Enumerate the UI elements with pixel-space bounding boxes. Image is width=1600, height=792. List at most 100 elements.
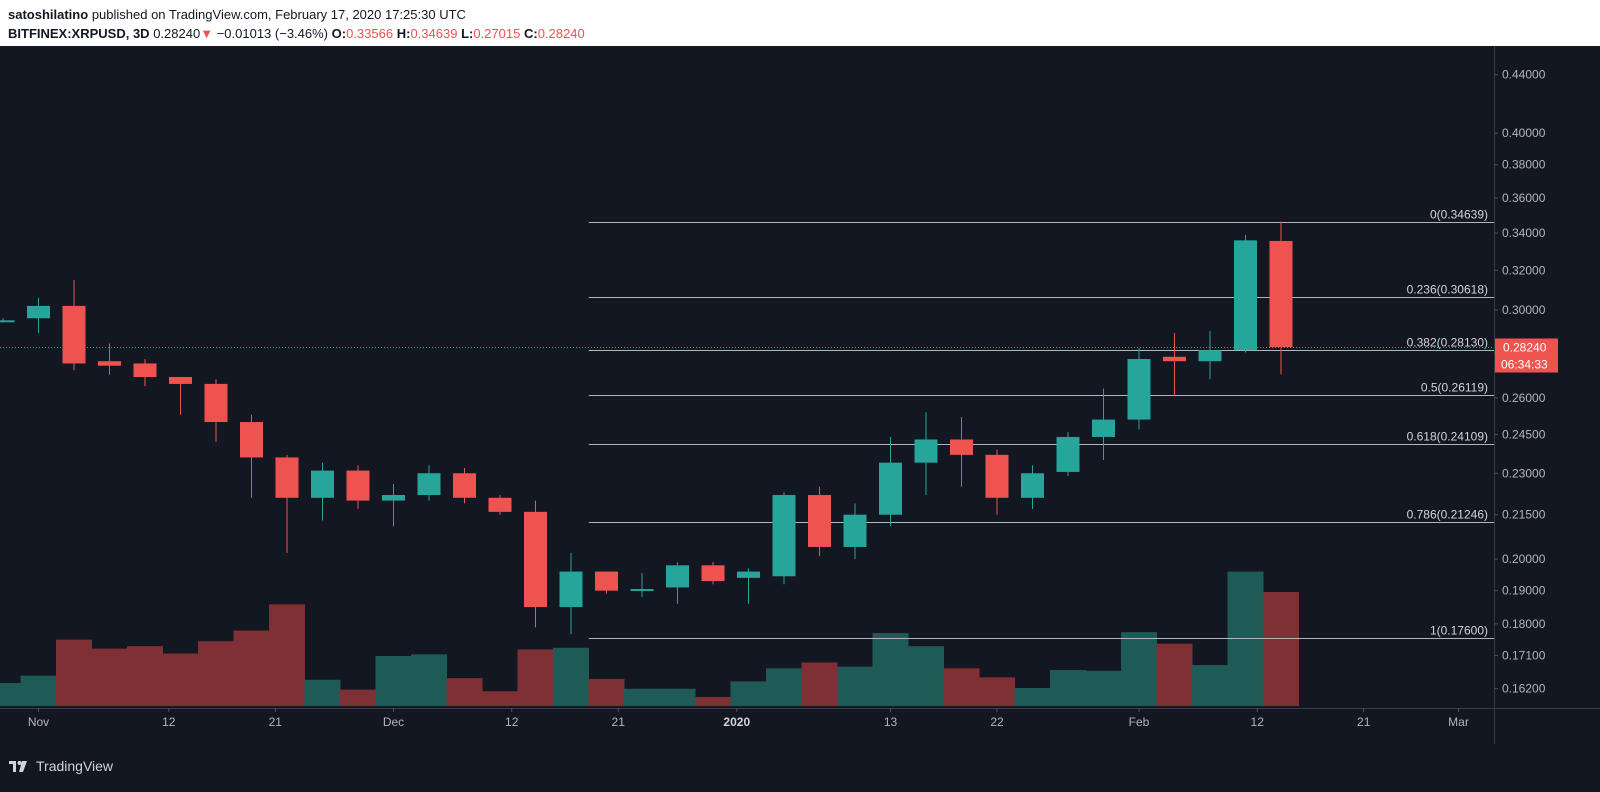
volume-bar <box>56 639 92 706</box>
volume-bar <box>1121 632 1157 706</box>
last-price: 0.28240 <box>153 26 201 41</box>
candle-body <box>417 473 441 496</box>
time-tick-label: 21 <box>1357 715 1371 729</box>
fib-level-label: 0.236(0.30618) <box>1407 283 1488 297</box>
candle-body <box>737 571 760 578</box>
volume-bar <box>162 653 199 706</box>
volume-bar <box>411 654 447 706</box>
candle-body <box>879 462 902 515</box>
candle-body <box>275 457 299 498</box>
time-tick-label: 12 <box>1251 715 1265 729</box>
volume-bar <box>979 677 1015 706</box>
candle-body <box>666 565 689 588</box>
volume-bar <box>730 681 767 706</box>
time-tick-label: 22 <box>990 715 1004 729</box>
candle-body <box>595 571 618 591</box>
symbol-name[interactable]: BITFINEX:XRPUSD, 3D <box>8 26 150 41</box>
price-tick-label: 0.30000 <box>1502 303 1546 317</box>
time-tick-label: 13 <box>884 715 898 729</box>
low-label: L: <box>461 26 474 41</box>
price-tick-label: 0.16200 <box>1502 682 1546 696</box>
change-down-icon: ▼ <box>200 26 214 41</box>
candle-body <box>169 377 192 384</box>
time-tick-label: 12 <box>505 715 519 729</box>
volume-bar <box>908 646 944 706</box>
fib-level-label: 0.618(0.24109) <box>1407 430 1488 444</box>
candle-body <box>382 495 405 501</box>
candle-body <box>488 497 512 512</box>
candle-body <box>1056 436 1080 472</box>
volume-bar <box>872 633 909 706</box>
volume-bar <box>1263 592 1299 706</box>
candle-body <box>1092 419 1115 437</box>
candle-body <box>524 511 547 608</box>
volume-bar <box>1156 643 1193 706</box>
candle-body <box>1163 356 1186 362</box>
published-text: published on TradingView.com, February 1… <box>91 7 466 22</box>
high-label: H: <box>396 26 411 41</box>
volume-bar <box>446 678 483 706</box>
volume-bar <box>695 696 731 706</box>
price-tick-label: 0.18000 <box>1502 617 1546 631</box>
volume-bar <box>659 688 696 706</box>
candle-body <box>914 439 938 463</box>
countdown-tag-bg <box>1495 355 1558 373</box>
price-tick-label: 0.38000 <box>1502 158 1546 172</box>
price-tick-label: 0.20000 <box>1502 552 1546 566</box>
time-tick-label: Nov <box>28 715 49 729</box>
volume-bar <box>340 689 376 706</box>
candle-body <box>985 454 1009 498</box>
tradingview-logo[interactable]: TradingView <box>8 758 113 774</box>
price-tick-label: 0.24500 <box>1502 427 1546 441</box>
time-tick-label: Mar <box>1448 715 1469 729</box>
volume-bar <box>269 604 305 706</box>
price-change: −0.01013 (−3.46%) <box>216 26 329 41</box>
volume-bar <box>127 646 163 706</box>
volume-bar <box>1192 665 1228 706</box>
candle-body <box>98 361 121 366</box>
volume-bar <box>20 675 57 706</box>
low-value: 0.27015 <box>473 26 521 41</box>
price-tags: 0.28240 06:34:33 <box>1495 338 1558 373</box>
volume-bar <box>517 649 554 706</box>
price-tick-label: 0.19000 <box>1502 584 1546 598</box>
fib-level-label: 0.5(0.26119) <box>1421 381 1488 395</box>
price-tick-label: 0.23000 <box>1502 466 1546 480</box>
countdown-tag: 06:34:33 <box>1501 358 1548 372</box>
candle-body <box>346 470 370 501</box>
candle-body <box>0 320 15 323</box>
volume-bar <box>837 666 873 706</box>
publish-info: satoshilatino published on TradingView.c… <box>8 7 466 22</box>
brand-name: TradingView <box>36 758 114 774</box>
volume-bar <box>91 648 128 706</box>
candlesticks <box>0 221 1293 635</box>
symbol-legend: BITFINEX:XRPUSD, 3D 0.28240▼ −0.01013 (−… <box>8 26 585 41</box>
price-tick-label: 0.21500 <box>1502 508 1546 522</box>
price-tick-label: 0.40000 <box>1502 126 1546 140</box>
candle-body <box>843 514 867 547</box>
candle-body <box>808 495 831 547</box>
price-tick-label: 0.36000 <box>1502 191 1546 205</box>
volume-bar <box>588 678 625 706</box>
candle-body <box>559 571 583 608</box>
candle-body <box>1127 359 1151 420</box>
time-axis[interactable]: Nov 12 21 Dec 12 21 2020 13 22 Feb 12 21 Mar <box>28 708 1469 729</box>
time-tick-label: Feb <box>1129 715 1150 729</box>
candle-body <box>1021 473 1044 498</box>
volume-bar <box>0 683 21 706</box>
volume-bar <box>1014 687 1051 706</box>
candle-body <box>1269 240 1293 348</box>
volume-bar <box>801 662 838 706</box>
candle-body <box>701 565 725 582</box>
author-name[interactable]: satoshilatino <box>8 7 89 22</box>
last-price-tag: 0.28240 <box>1503 341 1547 355</box>
fibonacci-retracement[interactable]: 0(0.34639) 0.236(0.30618) 0.382(0.28130) 0.… <box>588 208 1494 639</box>
volume-bar <box>304 679 341 706</box>
volume-bar <box>943 668 980 706</box>
time-tick-label: Dec <box>383 715 404 729</box>
fib-level-label: 0.786(0.21246) <box>1407 508 1488 522</box>
price-chart[interactable]: 0(0.34639) 0.236(0.30618) 0.382(0.28130) 0.… <box>0 46 1600 744</box>
volume-bar <box>553 647 589 706</box>
volume-bar <box>482 691 518 706</box>
volume-bar <box>624 688 660 706</box>
